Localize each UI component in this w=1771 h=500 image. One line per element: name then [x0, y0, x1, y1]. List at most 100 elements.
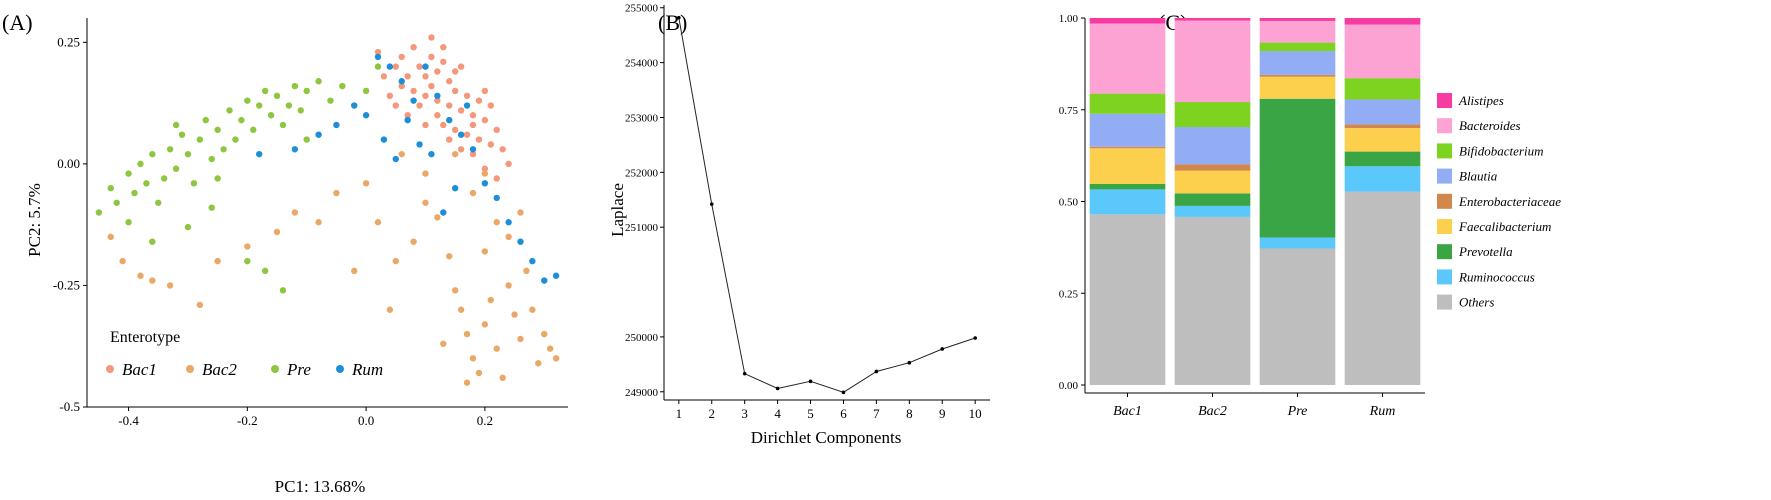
stacked-bars — [1089, 18, 1421, 385]
pca-point-rum — [505, 219, 512, 226]
pca-point-pre — [155, 199, 162, 206]
pca-point-bac2 — [422, 170, 429, 177]
bar-segment-bac1-blautia — [1089, 113, 1166, 147]
pca-point-pre — [303, 87, 310, 95]
bar-segment-bac1-alistipes — [1089, 18, 1166, 24]
pca-point-bac2 — [392, 257, 399, 265]
pca-legend-key-rum — [336, 365, 344, 373]
bar-segment-rum-enterobacteriaceae — [1344, 124, 1421, 129]
pca-point-pre — [339, 82, 346, 90]
pca-point-bac2 — [446, 253, 453, 260]
pca-point-pre — [250, 126, 257, 134]
pca-point-pre — [172, 165, 180, 172]
bar-segment-rum-bifidobacterium — [1344, 78, 1421, 100]
pca-point-bac1 — [451, 126, 459, 134]
stacked-legend-key-blautia — [1437, 168, 1452, 184]
bar-segment-bac2-prevotella — [1174, 193, 1251, 206]
pca-point-bac2 — [119, 257, 126, 265]
pca-point-bac1 — [463, 92, 471, 100]
stacked-bar-ticks: 0.00 0.25 0.50 0.75 1.00 Bac1 Bac2 Pre Rum — [1059, 13, 1396, 419]
pca-legend: Enterotype Bac1 Bac2 Pre Rum — [106, 329, 383, 379]
pca-point-pre — [315, 78, 322, 85]
panel-label-b: (B) — [658, 10, 687, 35]
pca-point-rum — [541, 277, 548, 284]
bar-segment-bac1-prevotella — [1089, 183, 1166, 190]
pca-point-bac1 — [422, 92, 429, 100]
laplace-series-line — [678, 17, 976, 393]
pca-point-rum — [404, 116, 411, 124]
pca-point-bac2 — [137, 272, 144, 279]
pca-point-pre — [279, 121, 287, 129]
pca-point-pre — [149, 150, 156, 158]
pca-point-pre — [125, 170, 132, 177]
pca-point-bac2 — [214, 257, 221, 265]
pca-point-bac1 — [463, 131, 471, 138]
pca-point-bac2 — [291, 209, 299, 216]
pca-point-pre — [267, 112, 275, 119]
pca-point-bac1 — [493, 126, 500, 134]
stacked-y-tick-label: 0.25 — [1059, 288, 1079, 300]
pca-point-pre — [374, 63, 382, 70]
stacked-legend-label-bacteroides: Bacteroides — [1459, 118, 1521, 133]
pca-point-pre — [244, 97, 251, 104]
pca-point-bac2 — [149, 277, 156, 284]
pca-point-rum — [446, 116, 453, 124]
pca-point-bac1 — [416, 102, 423, 109]
stacked-x-tick-label: Bac1 — [1113, 404, 1142, 419]
pca-point-pre — [232, 136, 239, 143]
pca-point-pre — [285, 102, 293, 109]
pca-point-rum — [529, 257, 536, 265]
pca-legend-key-pre — [271, 365, 279, 373]
pca-point-bac1 — [446, 102, 453, 109]
bar-segment-rum-blautia — [1344, 99, 1421, 125]
pca-point-bac1 — [428, 34, 435, 41]
pca-point-bac2 — [434, 214, 441, 221]
stacked-legend-label-enterobacteriaceae: Enterobacteriaceae — [1458, 194, 1561, 209]
laplace-x-tick-label: 4 — [774, 406, 781, 421]
stacked-legend-key-enterobacteriaceae — [1437, 193, 1452, 209]
bar-segment-pre-bifidobacterium — [1259, 42, 1336, 52]
pca-point-bac1 — [434, 68, 441, 75]
bar-segment-rum-ruminococcus — [1344, 166, 1421, 192]
pca-point-rum — [315, 131, 322, 138]
laplace-line — [677, 15, 977, 395]
pca-point-bac2 — [463, 379, 471, 386]
pca-point-rum — [410, 97, 417, 104]
pca-point-bac2 — [166, 282, 174, 289]
pca-point-rum — [428, 150, 435, 158]
pca-point-pre — [184, 223, 192, 231]
laplace-y-tick-label: 254000 — [625, 58, 659, 70]
bar-segment-rum-faecalibacterium — [1344, 128, 1421, 152]
pca-point-bac1 — [410, 43, 417, 51]
bar-segment-bac2-alistipes — [1174, 18, 1251, 21]
laplace-point — [973, 336, 977, 340]
pca-point-pre — [303, 136, 310, 143]
pca-point-pre — [208, 155, 215, 163]
laplace-y-tick-label: 250000 — [625, 332, 659, 344]
pca-legend-label-pre: Pre — [286, 360, 311, 379]
pca-x-tick-label: -0.4 — [118, 413, 139, 428]
laplace-y-axis-label: Laplace — [608, 183, 627, 237]
pca-y-tick-label: 0.00 — [57, 156, 80, 171]
pca-point-bac1 — [475, 136, 483, 143]
pca-point-bac2 — [362, 180, 370, 187]
pca-point-bac2 — [505, 233, 512, 241]
laplace-x-tick-label: 7 — [873, 406, 880, 421]
pca-point-pre — [261, 267, 269, 275]
pca-points — [95, 34, 560, 386]
pca-point-bac1 — [428, 82, 435, 90]
pca-legend-label-rum: Rum — [351, 360, 383, 379]
pca-point-bac1 — [469, 112, 477, 119]
pca-y-axis-label: PC2: 5.7% — [25, 183, 44, 257]
pca-point-bac1 — [398, 82, 405, 90]
pca-point-rum — [362, 112, 370, 119]
pca-point-bac2 — [469, 189, 477, 197]
pca-point-rum — [351, 102, 358, 109]
pca-point-pre — [362, 87, 370, 95]
pca-legend-label-bac2: Bac2 — [202, 360, 237, 379]
pca-point-pre — [160, 175, 168, 182]
laplace-x-tick-label: 2 — [708, 406, 715, 421]
pca-point-bac1 — [404, 73, 411, 80]
bar-segment-bac1-faecalibacterium — [1089, 148, 1166, 184]
